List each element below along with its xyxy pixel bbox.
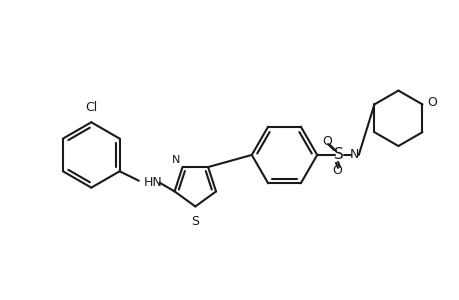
Text: O: O — [331, 164, 341, 177]
Text: HN: HN — [144, 176, 162, 189]
Text: N: N — [349, 148, 359, 161]
Text: S: S — [333, 148, 343, 163]
Text: O: O — [321, 135, 331, 148]
Text: S: S — [191, 215, 199, 228]
Text: Cl: Cl — [85, 101, 97, 114]
Text: N: N — [172, 155, 180, 165]
Text: O: O — [426, 96, 437, 109]
